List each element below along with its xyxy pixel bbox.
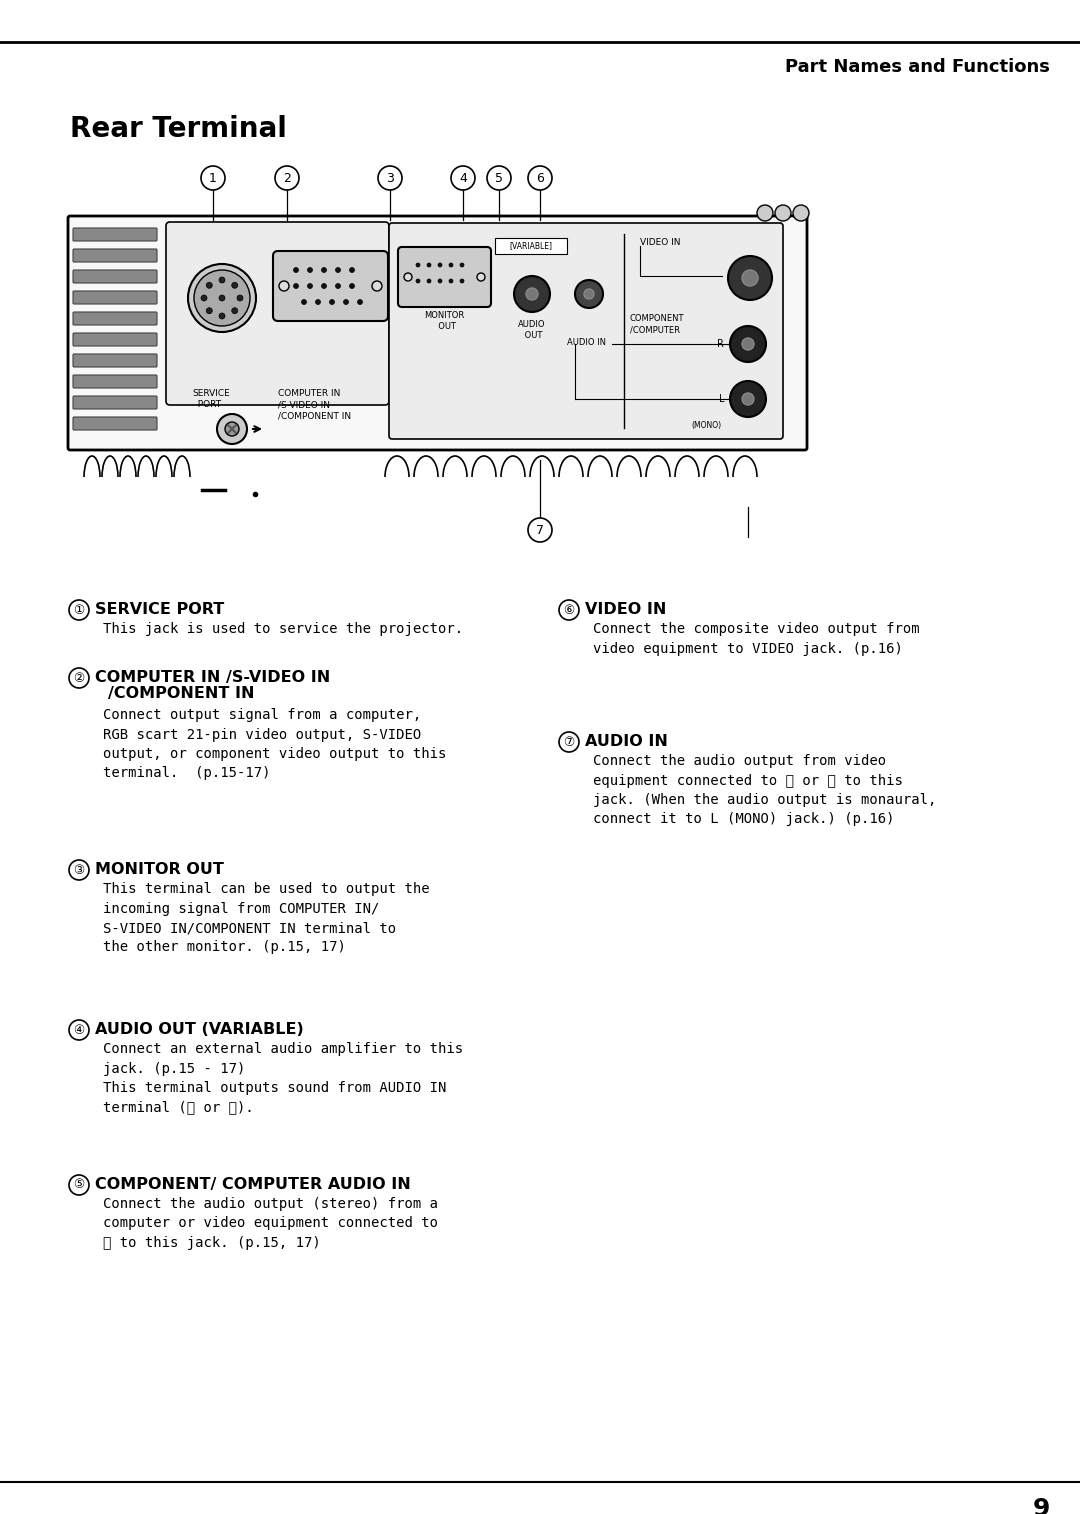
Circle shape <box>201 295 207 301</box>
Text: 2: 2 <box>283 171 291 185</box>
Text: ④: ④ <box>73 1023 84 1037</box>
Text: SERVICE
  PORT: SERVICE PORT <box>192 389 230 409</box>
Circle shape <box>279 282 289 291</box>
Text: [VARIABLE]: [VARIABLE] <box>510 242 553 250</box>
Circle shape <box>477 273 485 282</box>
Circle shape <box>232 307 238 313</box>
FancyBboxPatch shape <box>73 291 157 304</box>
Circle shape <box>742 394 754 406</box>
Circle shape <box>336 283 340 289</box>
Text: VIDEO IN: VIDEO IN <box>640 238 680 247</box>
Circle shape <box>757 204 773 221</box>
FancyBboxPatch shape <box>68 217 807 450</box>
Text: 5: 5 <box>495 171 503 185</box>
Text: AUDIO
 OUT: AUDIO OUT <box>518 319 545 341</box>
Circle shape <box>219 277 225 283</box>
Circle shape <box>69 1020 89 1040</box>
Text: SERVICE PORT: SERVICE PORT <box>95 603 225 618</box>
Circle shape <box>528 167 552 189</box>
Circle shape <box>322 268 326 273</box>
Circle shape <box>460 263 464 266</box>
Bar <box>495 238 567 254</box>
Circle shape <box>528 518 552 542</box>
Circle shape <box>294 268 298 273</box>
Text: ⑥: ⑥ <box>564 604 575 616</box>
Text: Connect the audio output (stereo) from a
computer or video equipment connected t: Connect the audio output (stereo) from a… <box>103 1198 438 1251</box>
Circle shape <box>487 167 511 189</box>
Text: COMPUTER IN
/S-VIDEO IN
/COMPONENT IN: COMPUTER IN /S-VIDEO IN /COMPONENT IN <box>278 389 351 421</box>
Circle shape <box>206 282 213 288</box>
Text: 3: 3 <box>386 171 394 185</box>
FancyBboxPatch shape <box>389 223 783 439</box>
Circle shape <box>188 263 256 332</box>
Circle shape <box>308 268 312 273</box>
Circle shape <box>526 288 538 300</box>
Text: Connect the audio output from video
equipment connected to ② or ⑥ to this
jack. : Connect the audio output from video equi… <box>593 754 936 827</box>
Text: AUDIO IN: AUDIO IN <box>567 338 606 347</box>
Circle shape <box>206 307 213 313</box>
Text: Connect an external audio amplifier to this
jack. (p.15 - 17)
This terminal outp: Connect an external audio amplifier to t… <box>103 1042 463 1114</box>
Circle shape <box>438 279 442 283</box>
Circle shape <box>372 282 382 291</box>
Circle shape <box>438 263 442 266</box>
Circle shape <box>350 283 354 289</box>
Circle shape <box>219 313 225 319</box>
Circle shape <box>416 263 420 266</box>
Circle shape <box>322 283 326 289</box>
Text: ②: ② <box>73 672 84 684</box>
Circle shape <box>308 283 312 289</box>
Text: COMPONENT
/COMPUTER: COMPONENT /COMPUTER <box>630 313 685 335</box>
Circle shape <box>69 668 89 687</box>
FancyBboxPatch shape <box>73 312 157 326</box>
Text: AUDIO IN: AUDIO IN <box>585 734 667 749</box>
FancyBboxPatch shape <box>166 223 389 406</box>
Circle shape <box>194 269 249 326</box>
Circle shape <box>514 276 550 312</box>
Circle shape <box>449 263 453 266</box>
Text: This jack is used to service the projector.: This jack is used to service the project… <box>103 622 463 636</box>
FancyBboxPatch shape <box>273 251 388 321</box>
Circle shape <box>378 167 402 189</box>
Circle shape <box>301 300 307 304</box>
Circle shape <box>237 295 243 301</box>
Text: R: R <box>717 339 724 350</box>
Circle shape <box>730 326 766 362</box>
Circle shape <box>232 282 238 288</box>
Circle shape <box>69 1175 89 1195</box>
Text: COMPUTER IN /S-VIDEO IN: COMPUTER IN /S-VIDEO IN <box>95 671 330 684</box>
Circle shape <box>294 283 298 289</box>
Circle shape <box>217 413 247 444</box>
Circle shape <box>329 300 335 304</box>
FancyBboxPatch shape <box>73 269 157 283</box>
FancyBboxPatch shape <box>73 229 157 241</box>
Text: VIDEO IN: VIDEO IN <box>585 603 666 618</box>
Text: /COMPONENT IN: /COMPONENT IN <box>108 686 255 701</box>
Circle shape <box>315 300 321 304</box>
Text: COMPONENT/ COMPUTER AUDIO IN: COMPONENT/ COMPUTER AUDIO IN <box>95 1176 410 1192</box>
Circle shape <box>225 422 239 436</box>
Circle shape <box>559 600 579 621</box>
Text: 4: 4 <box>459 171 467 185</box>
Circle shape <box>559 731 579 752</box>
Text: Connect output signal from a computer,
RGB scart 21-pin video output, S-VIDEO
ou: Connect output signal from a computer, R… <box>103 709 446 781</box>
Text: ③: ③ <box>73 863 84 877</box>
Circle shape <box>451 167 475 189</box>
Text: 1: 1 <box>210 171 217 185</box>
Circle shape <box>730 382 766 416</box>
Text: (MONO): (MONO) <box>691 421 721 430</box>
Text: 7: 7 <box>536 524 544 536</box>
Text: AUDIO OUT (VARIABLE): AUDIO OUT (VARIABLE) <box>95 1022 303 1037</box>
Circle shape <box>460 279 464 283</box>
FancyBboxPatch shape <box>73 333 157 347</box>
Text: Rear Terminal: Rear Terminal <box>70 115 287 142</box>
FancyBboxPatch shape <box>73 248 157 262</box>
Circle shape <box>449 279 453 283</box>
FancyBboxPatch shape <box>73 375 157 388</box>
Circle shape <box>404 273 411 282</box>
Text: ⑦: ⑦ <box>564 736 575 748</box>
Circle shape <box>584 289 594 298</box>
Circle shape <box>427 263 431 266</box>
Text: L: L <box>718 394 724 404</box>
Circle shape <box>575 280 603 307</box>
Circle shape <box>343 300 349 304</box>
